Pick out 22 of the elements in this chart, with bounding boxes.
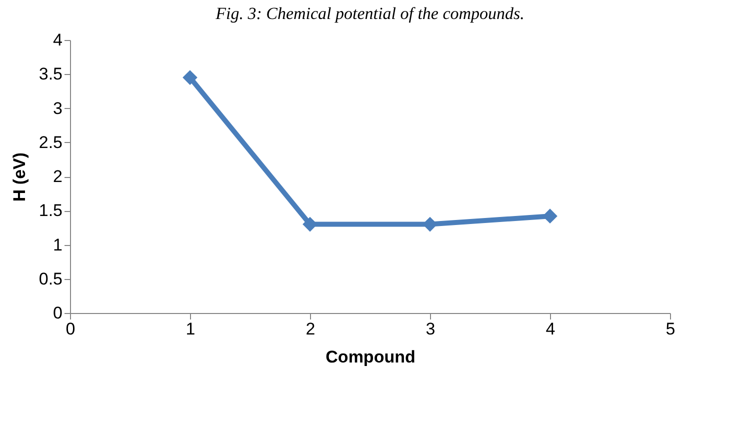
point <box>182 70 198 85</box>
y-tick-label: 1.5 <box>38 201 62 220</box>
y-tick-label: 2.5 <box>38 132 62 152</box>
y-tick-label: 0.5 <box>38 269 62 288</box>
x-tick-label: 2 <box>306 320 316 338</box>
y-axis-title: H (eV) <box>10 152 29 202</box>
point <box>422 216 438 232</box>
x-tick-label: 1 <box>186 320 196 338</box>
y-tick-label: 3.5 <box>38 64 62 84</box>
x-axis-title: Compound <box>326 348 416 366</box>
x-tick-label: 5 <box>666 320 676 338</box>
y-tick-label: 3 <box>53 98 62 118</box>
y-tick-label: 1 <box>53 235 62 254</box>
y-tick-label: 4 <box>53 30 62 50</box>
point <box>302 216 318 232</box>
x-tick-label: 4 <box>546 320 556 338</box>
y-tick-label: 0 <box>53 304 62 322</box>
chart-title: Fig. 3: Chemical potential of the compounds. <box>214 4 524 23</box>
y-tick-label: 2 <box>53 167 62 186</box>
point <box>542 208 558 224</box>
x-tick-label: 3 <box>426 320 436 338</box>
x-tick-label: 0 <box>66 320 76 338</box>
